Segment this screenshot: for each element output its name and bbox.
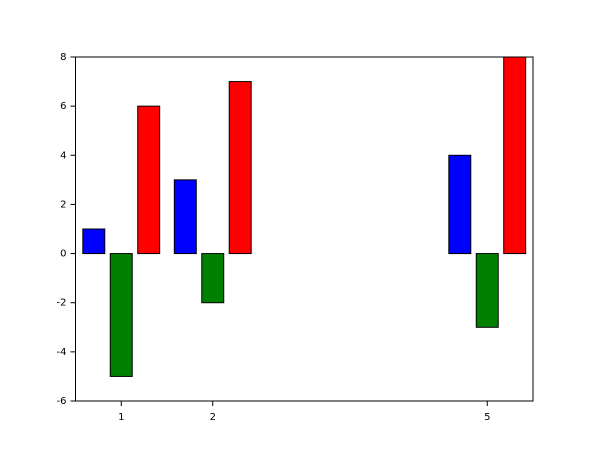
x-tick-label: 5 bbox=[484, 412, 490, 423]
y-tick-label: 8 bbox=[60, 52, 66, 63]
x-tick-label: 1 bbox=[118, 412, 124, 423]
y-tick-label: -2 bbox=[57, 298, 67, 309]
y-tick-label: -4 bbox=[57, 347, 67, 358]
y-tick-label: 0 bbox=[60, 249, 66, 260]
bar bbox=[137, 105, 161, 255]
bar bbox=[503, 56, 527, 255]
bar bbox=[448, 154, 472, 255]
bar bbox=[475, 253, 499, 328]
y-tick-label: 2 bbox=[60, 199, 66, 210]
bar bbox=[201, 253, 225, 304]
bar bbox=[109, 253, 133, 377]
bar bbox=[173, 179, 197, 255]
plot-frame bbox=[75, 56, 534, 402]
y-tick-label: 6 bbox=[60, 101, 66, 112]
x-tick-label: 2 bbox=[210, 412, 216, 423]
bar bbox=[82, 228, 106, 255]
bar bbox=[228, 81, 252, 255]
y-tick-label: 4 bbox=[60, 150, 66, 161]
y-tick-label: -6 bbox=[57, 396, 67, 407]
